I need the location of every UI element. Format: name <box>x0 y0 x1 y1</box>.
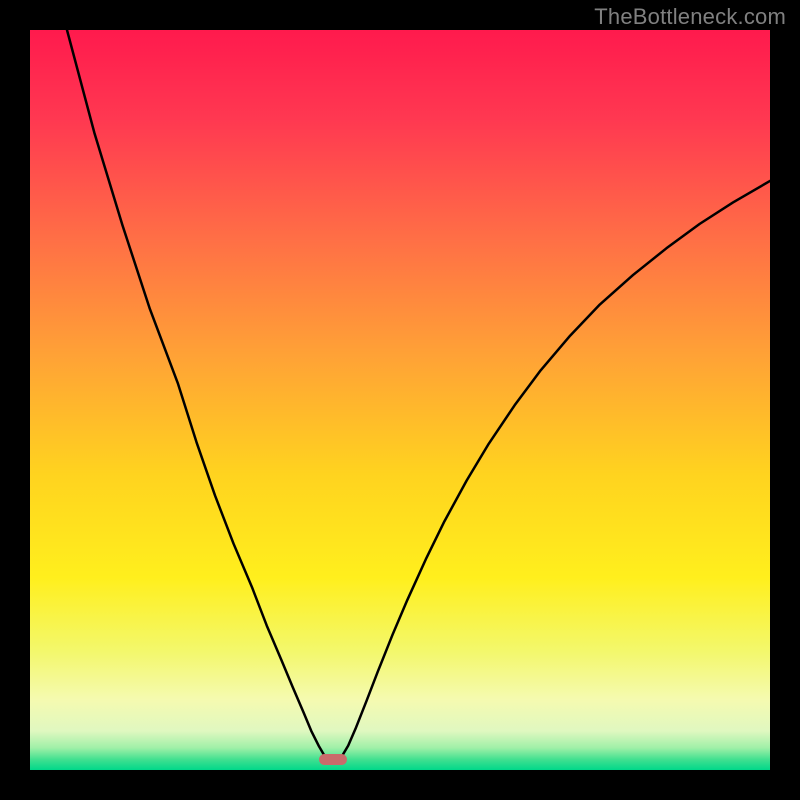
dip-marker <box>319 754 347 765</box>
watermark-text: TheBottleneck.com <box>594 4 786 30</box>
curve-layer <box>30 30 770 770</box>
curve-right-branch <box>341 181 770 758</box>
plot-area <box>30 30 770 770</box>
curve-left-branch <box>67 30 326 758</box>
